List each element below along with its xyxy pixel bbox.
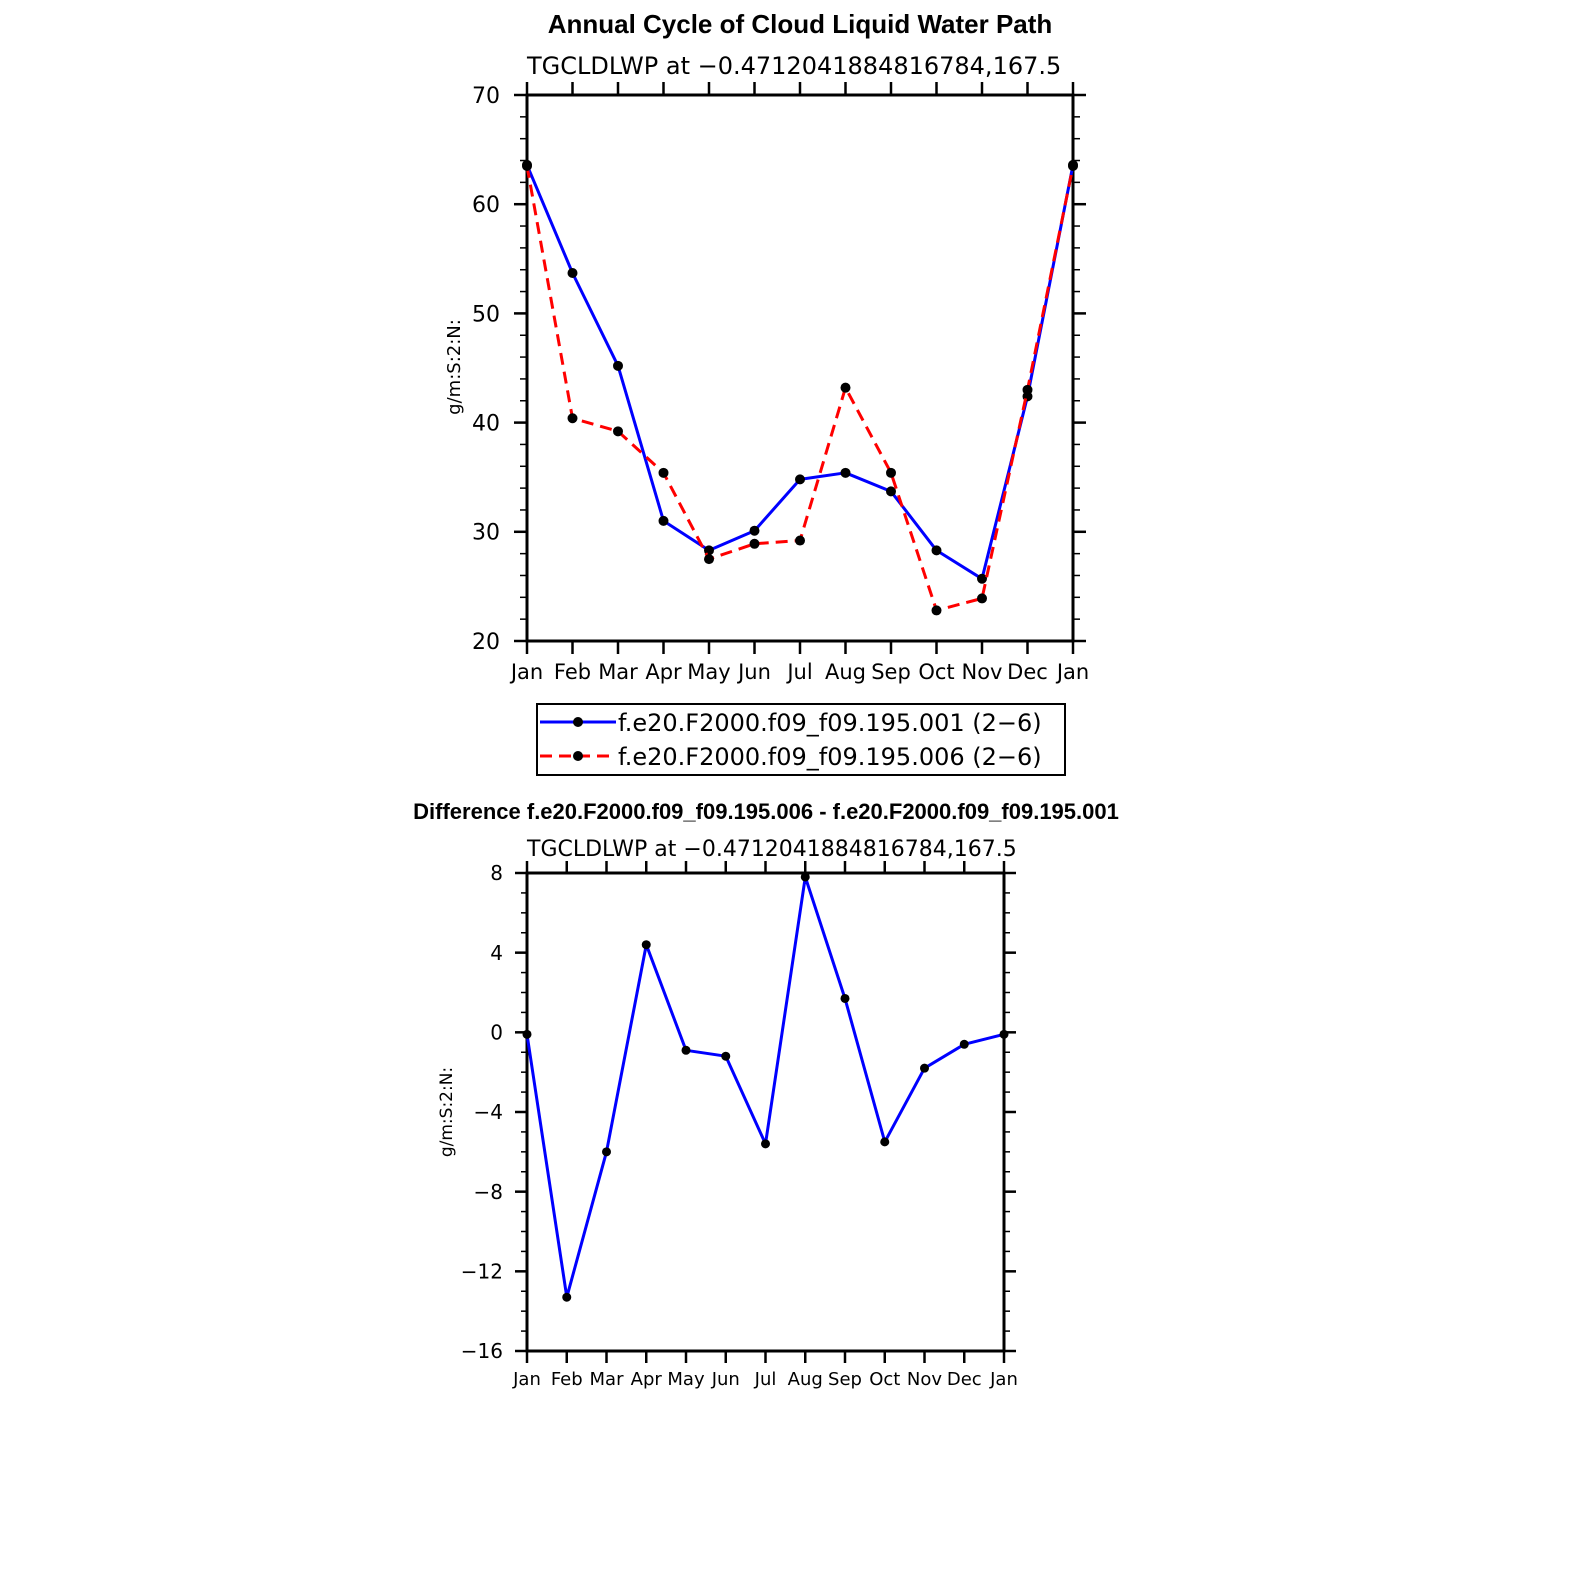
series-1-point [840,993,850,1003]
x-tick-label: Jan [989,1369,1018,1390]
x-tick-label: Jan [1055,660,1089,684]
series-1-point [567,267,578,278]
x-tick-label: Mar [598,660,638,684]
series-1-point [931,545,942,556]
series-1-point [795,474,805,485]
series-1-point [641,940,651,950]
y-tick-label: 0 [490,1021,503,1045]
series-1-point [999,1029,1009,1039]
legend-marker-series-2 [573,751,583,761]
series-2-point [931,605,942,616]
series-1-point [721,1051,731,1061]
chart-subtitle: TGCLDLWP at −0.4712041884816784,167.5 [526,52,1061,80]
y-tick-label: 60 [472,193,500,218]
x-tick-label: Aug [788,1369,823,1390]
x-tick-label: Jan [509,660,543,684]
x-tick-label: Jul [785,660,812,684]
x-tick-label: Nov [907,1369,942,1390]
series-2-point [840,382,851,393]
legend-box [536,703,1066,776]
series-2-point [613,426,623,437]
series-1-point [959,1039,969,1049]
legend: f.e20.F2000.f09_f09.195.001 (2−6) f.e20.… [536,703,1066,776]
y-tick-label: 40 [472,412,500,437]
series-line-1 [525,164,1075,581]
series-2-point [704,554,714,565]
series-1-point [920,1063,929,1073]
series-1-point [681,1045,691,1055]
y-tick-label: 8 [490,861,503,885]
series-1-point [886,486,896,497]
series-2-point [567,413,578,424]
series-2-point [977,593,987,604]
chart-title: Annual Cycle of Cloud Liquid Water Path [548,9,1053,39]
difference-chart: Difference f.e20.F2000.f09_f09.195.006 -… [413,799,1119,1390]
x-tick-label: Sep [828,1369,862,1390]
y-axis-label: g/m:S:2:N: [437,1067,457,1157]
y-tick-label: 20 [472,630,500,655]
x-tick-label: Nov [962,660,1003,684]
series-1-point [880,1137,890,1147]
x-tick-label: Dec [1007,660,1048,684]
series-2-point [795,535,805,546]
y-axis-label: g/m:S:2:N: [444,319,465,415]
x-tick-label: Dec [947,1369,982,1390]
y-tick-label: 30 [472,521,500,546]
chart-title: Difference f.e20.F2000.f09_f09.195.006 -… [413,799,1119,824]
series-1-point [977,573,987,584]
x-tick-label: Feb [551,1369,583,1390]
x-tick-label: Mar [590,1369,625,1390]
y-tick-label: 50 [472,302,500,327]
x-tick-label: May [687,660,730,684]
annual-cycle-chart: Annual Cycle of Cloud Liquid Water Path … [444,9,1089,776]
x-tick-label: Feb [554,660,591,684]
x-tick-label: Aug [825,660,866,684]
series-1-point [613,360,623,371]
y-tick-label: −12 [461,1260,503,1284]
y-tick-label: −4 [474,1100,503,1124]
x-tick-label: Apr [631,1369,663,1390]
x-tick-label: Jan [512,1369,541,1390]
series-1-point [658,515,669,526]
y-tick-label: −16 [461,1339,503,1363]
series-1-point [749,525,760,536]
y-tick-label: 4 [490,941,503,965]
series-2-point [522,160,532,171]
series-1-point [562,1292,572,1302]
series-2-point [1022,384,1033,395]
x-tick-label: Jun [736,660,771,684]
series-1-point [840,467,851,478]
series-2-point [1068,160,1078,171]
x-tick-label: Sep [871,660,911,684]
series-1-point [522,1029,532,1039]
plot-frame [525,93,1075,643]
legend-label-series-1: f.e20.F2000.f09_f09.195.001 (2−6) [618,709,1042,737]
series-1-point [602,1147,611,1157]
x-tick-label: May [667,1369,705,1390]
plot-frame [525,871,1006,1353]
y-tick-label: 70 [472,84,500,109]
series-line-1 [525,875,1005,1299]
x-tick-label: Oct [918,660,954,684]
x-tick-label: Oct [869,1369,900,1390]
legend-marker-series-1 [573,717,583,727]
series-2-point [749,538,760,549]
y-tick-label: −8 [474,1180,503,1204]
series-2-point [658,467,669,478]
series-2-point [886,467,896,478]
x-tick-label: Jul [754,1369,777,1390]
x-tick-label: Apr [645,660,682,684]
x-tick-label: Jun [711,1369,740,1390]
series-1-point [800,872,810,882]
series-1-point [761,1139,770,1149]
chart-subtitle: TGCLDLWP at −0.4712041884816784,167.5 [526,837,1017,862]
legend-label-series-2: f.e20.F2000.f09_f09.195.006 (2−6) [618,743,1042,771]
